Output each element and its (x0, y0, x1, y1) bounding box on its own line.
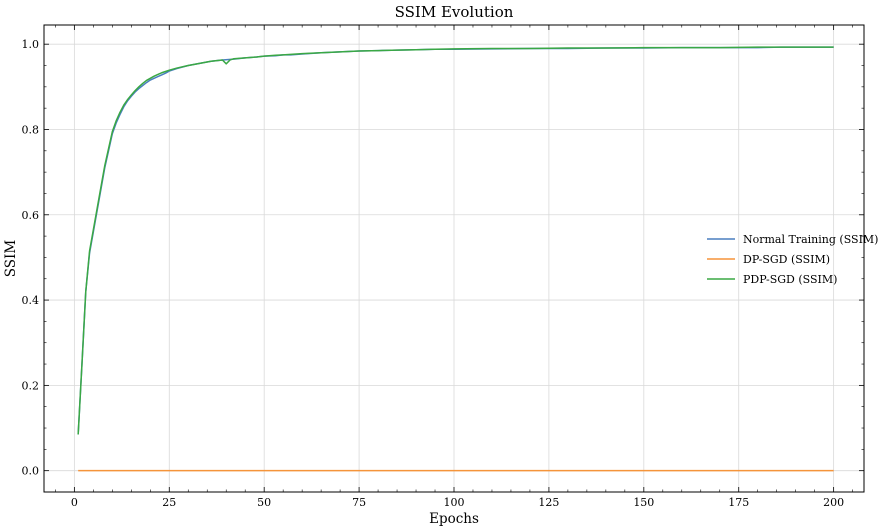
legend-entry-label: PDP-SGD (SSIM) (743, 273, 837, 286)
x-axis-label: Epochs (429, 511, 479, 527)
x-tick-label: 175 (728, 496, 749, 509)
series-layer (77, 46, 834, 472)
chart-title: SSIM Evolution (395, 3, 514, 21)
x-tick-label: 100 (444, 496, 465, 509)
y-axis-label: SSIM (3, 240, 19, 278)
x-tick-label: 75 (352, 496, 366, 509)
y-tick-label: 0.6 (22, 209, 40, 222)
x-tick-label: 0 (71, 496, 78, 509)
x-tick-label: 125 (538, 496, 559, 509)
legend-entry-label: Normal Training (SSIM) (743, 233, 878, 246)
y-tick-label: 0.4 (22, 294, 40, 307)
legend: Normal Training (SSIM) DP-SGD (SSIM) PDP-S… (707, 233, 878, 286)
ticks: 0 25 50 75 100 125 150 175 200 0.0 0.2 0.4 0.6 0.8 1.0 (22, 25, 864, 509)
y-tick-label: 0.8 (22, 123, 40, 136)
legend-entry-label: DP-SGD (SSIM) (743, 253, 830, 266)
x-tick-label: 50 (257, 496, 271, 509)
series-line-3 (77, 46, 834, 435)
y-tick-label: 0.0 (22, 465, 40, 478)
series-line-1 (77, 46, 834, 435)
y-tick-label: 0.2 (22, 379, 40, 392)
y-tick-label: 1.0 (22, 38, 40, 51)
x-tick-label: 200 (823, 496, 844, 509)
x-tick-label: 25 (162, 496, 176, 509)
grid (44, 25, 864, 492)
x-tick-label: 150 (633, 496, 654, 509)
